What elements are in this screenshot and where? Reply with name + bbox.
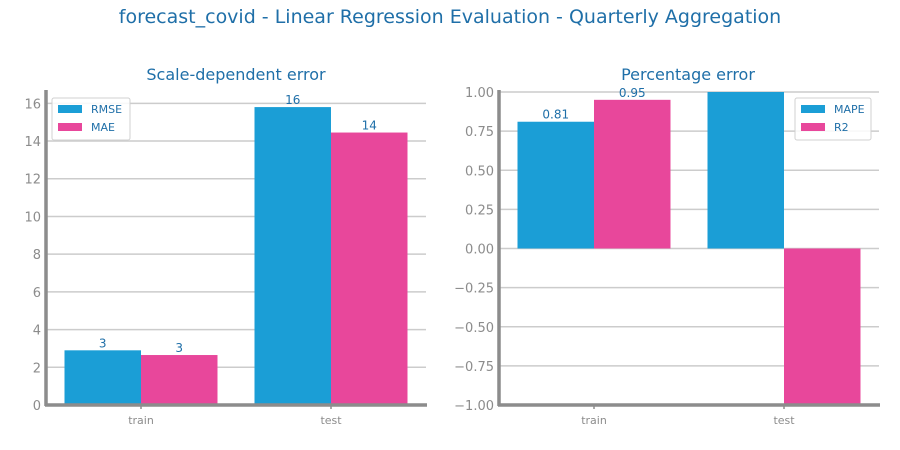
bar-rmse-train (64, 350, 141, 405)
x-tick-label: train (581, 414, 607, 427)
legend-label: MAPE (834, 103, 865, 116)
y-tick-label: 8 (33, 248, 41, 263)
legend-swatch-mape (801, 105, 825, 113)
x-tick-label: train (128, 414, 154, 427)
y-tick-label: 0 (33, 399, 41, 414)
legend-swatch-r2 (801, 123, 825, 131)
chart-title: Percentage error (621, 65, 755, 84)
bar-rmse-test (254, 107, 331, 405)
x-tick-label: test (773, 414, 795, 427)
x-tick-label: test (320, 414, 342, 427)
data-label: 0.81 (542, 108, 569, 122)
y-tick-label: 10 (24, 210, 41, 225)
bar-mae-train (141, 355, 218, 405)
percentage-error-chart: Percentage error −1.00 −0.75 −0.50 −0.25 0.00… (454, 65, 880, 427)
y-tick-label: −1.00 (454, 399, 494, 414)
y-tick-label: −0.25 (454, 282, 494, 297)
y-tick-label: 16 (24, 97, 41, 112)
legend-label: RMSE (91, 103, 122, 116)
legend-label: MAE (91, 121, 115, 134)
y-tick-label: 4 (33, 324, 41, 339)
y-tick-label: −0.75 (454, 360, 494, 375)
bar-mape-train (517, 121, 594, 249)
y-tick-label: −0.50 (454, 321, 494, 336)
y-tick-label: 0.00 (465, 243, 494, 258)
legend-swatch-mae (58, 123, 82, 131)
y-tick-label: 12 (24, 173, 41, 188)
y-tick-label: 14 (24, 135, 41, 150)
y-tick-label: 0.50 (465, 164, 494, 179)
figure-title: forecast_covid - Linear Regression Evalu… (118, 6, 782, 28)
data-label: 16 (285, 93, 300, 107)
bar-r2-test (784, 248, 861, 405)
legend-label: R2 (834, 121, 849, 134)
data-label: 3 (99, 336, 107, 350)
legend-swatch-rmse (58, 105, 82, 113)
bar-mae-test (331, 132, 408, 405)
scale-dependent-error-chart: Scale-dependent error 0 2 4 6 8 10 12 14 16 3 3 trai… (24, 65, 427, 427)
data-label: 0.95 (619, 86, 646, 100)
y-tick-label: 0.75 (465, 125, 494, 140)
y-tick-label: 0.25 (465, 203, 494, 218)
bar-mape-test (707, 92, 784, 249)
y-tick-label: 6 (33, 286, 41, 301)
data-label: 3 (175, 341, 183, 355)
y-tick-label: 2 (33, 361, 41, 376)
chart-title: Scale-dependent error (146, 65, 326, 84)
y-tick-label: 1.00 (465, 86, 494, 101)
bar-r2-train (594, 99, 671, 249)
data-label: 14 (362, 119, 377, 133)
